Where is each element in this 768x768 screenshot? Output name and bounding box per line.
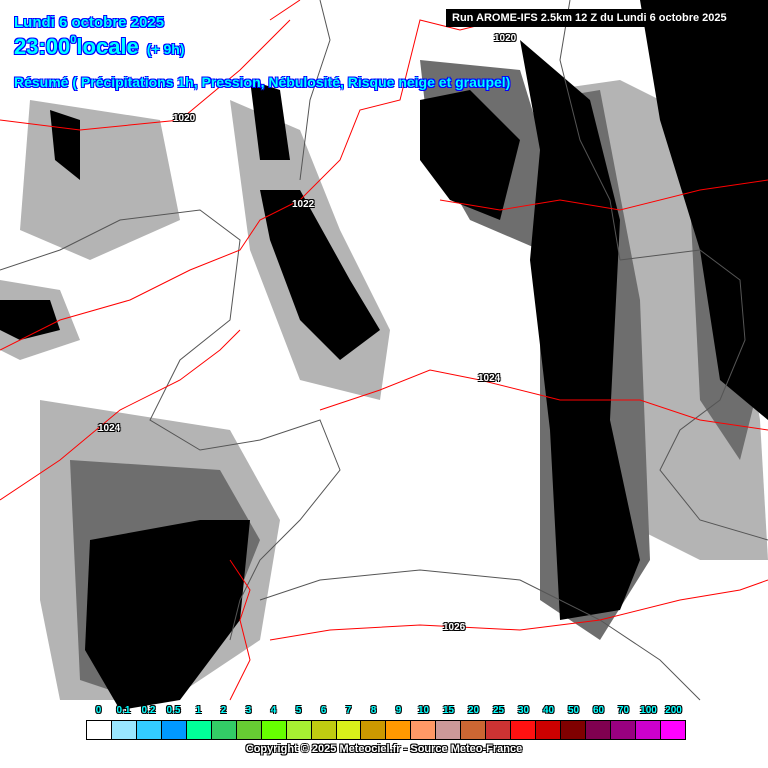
legend-label: 0.5 <box>166 705 181 716</box>
legend-swatch <box>660 721 685 739</box>
legend-swatch <box>586 721 612 739</box>
legend-swatch <box>486 721 512 739</box>
legend-label: 70 <box>617 705 630 716</box>
time-value: 23:00 <box>14 34 71 59</box>
legend-swatch <box>186 721 212 739</box>
legend-label: 10 <box>417 705 430 716</box>
forecast-step: (+ 9h) <box>146 41 185 57</box>
legend-labels: 0 0.1 0.2 0.5 1 2 3 4 5 6 7 8 9 10 15 20 25 30 40 50 60 70 100… <box>86 705 686 719</box>
legend-label: 1 <box>195 705 202 716</box>
legend-label: 9 <box>395 705 402 716</box>
legend-label: 0.1 <box>116 705 131 716</box>
legend-label: 200 <box>665 705 682 716</box>
legend-swatch <box>236 721 262 739</box>
legend-label: 15 <box>442 705 455 716</box>
legend-label: 0.2 <box>141 705 156 716</box>
legend-label: 7 <box>345 705 352 716</box>
legend-swatch <box>361 721 387 739</box>
cloud-cover-black <box>0 0 768 710</box>
legend-label: 2 <box>220 705 227 716</box>
isobar-label: 1026 <box>443 622 466 633</box>
legend-swatch <box>311 721 337 739</box>
legend-swatch <box>136 721 162 739</box>
isobar-label: 1020 <box>173 113 196 124</box>
legend-label: 5 <box>295 705 302 716</box>
legend-swatch <box>461 721 487 739</box>
map-summary: Résumé ( Précipitations 1h, Pression, Né… <box>14 74 511 90</box>
time-superscript: 0 <box>70 34 77 46</box>
legend-swatch <box>286 721 312 739</box>
isobar-label: 1024 <box>478 373 501 384</box>
forecast-date: Lundi 6 octobre 2025 <box>14 14 165 31</box>
legend-swatch <box>87 721 112 739</box>
legend-swatch <box>436 721 462 739</box>
legend-swatch <box>161 721 187 739</box>
legend-label: 20 <box>467 705 480 716</box>
legend-swatch <box>211 721 237 739</box>
legend-label: 60 <box>592 705 605 716</box>
legend-label: 3 <box>245 705 252 716</box>
legend-label: 40 <box>542 705 555 716</box>
legend-swatch <box>611 721 636 739</box>
legend-label: 50 <box>567 705 580 716</box>
isobar-label: 1024 <box>98 423 121 434</box>
legend-label: 6 <box>320 705 327 716</box>
legend-swatch <box>261 721 287 739</box>
coastlines <box>0 0 768 701</box>
legend-label: 8 <box>370 705 377 716</box>
legend-swatch <box>561 721 587 739</box>
isobar-label: 1020 <box>494 33 517 44</box>
forecast-time: 23:000locale (+ 9h) <box>14 34 185 60</box>
legend-swatch <box>111 721 137 739</box>
legend-swatch <box>336 721 362 739</box>
precipitation-legend <box>86 720 686 740</box>
isobar-label: 1022 <box>292 199 315 210</box>
legend-swatch <box>635 721 661 739</box>
legend-swatch <box>386 721 412 739</box>
legend-label: 25 <box>492 705 505 716</box>
copyright: Copyright © 2025 Meteociel.fr - Source M… <box>245 743 523 755</box>
run-info: Run AROME-IFS 2.5km 12 Z du Lundi 6 octo… <box>446 9 733 27</box>
legend-label: 30 <box>517 705 530 716</box>
legend-swatch <box>411 721 437 739</box>
time-suffix: locale <box>76 34 139 59</box>
legend-label: 0 <box>95 705 102 716</box>
legend-swatch <box>536 721 562 739</box>
legend-swatch <box>511 721 537 739</box>
legend-label: 4 <box>270 705 277 716</box>
borders <box>0 0 768 701</box>
legend-label: 100 <box>640 705 657 716</box>
